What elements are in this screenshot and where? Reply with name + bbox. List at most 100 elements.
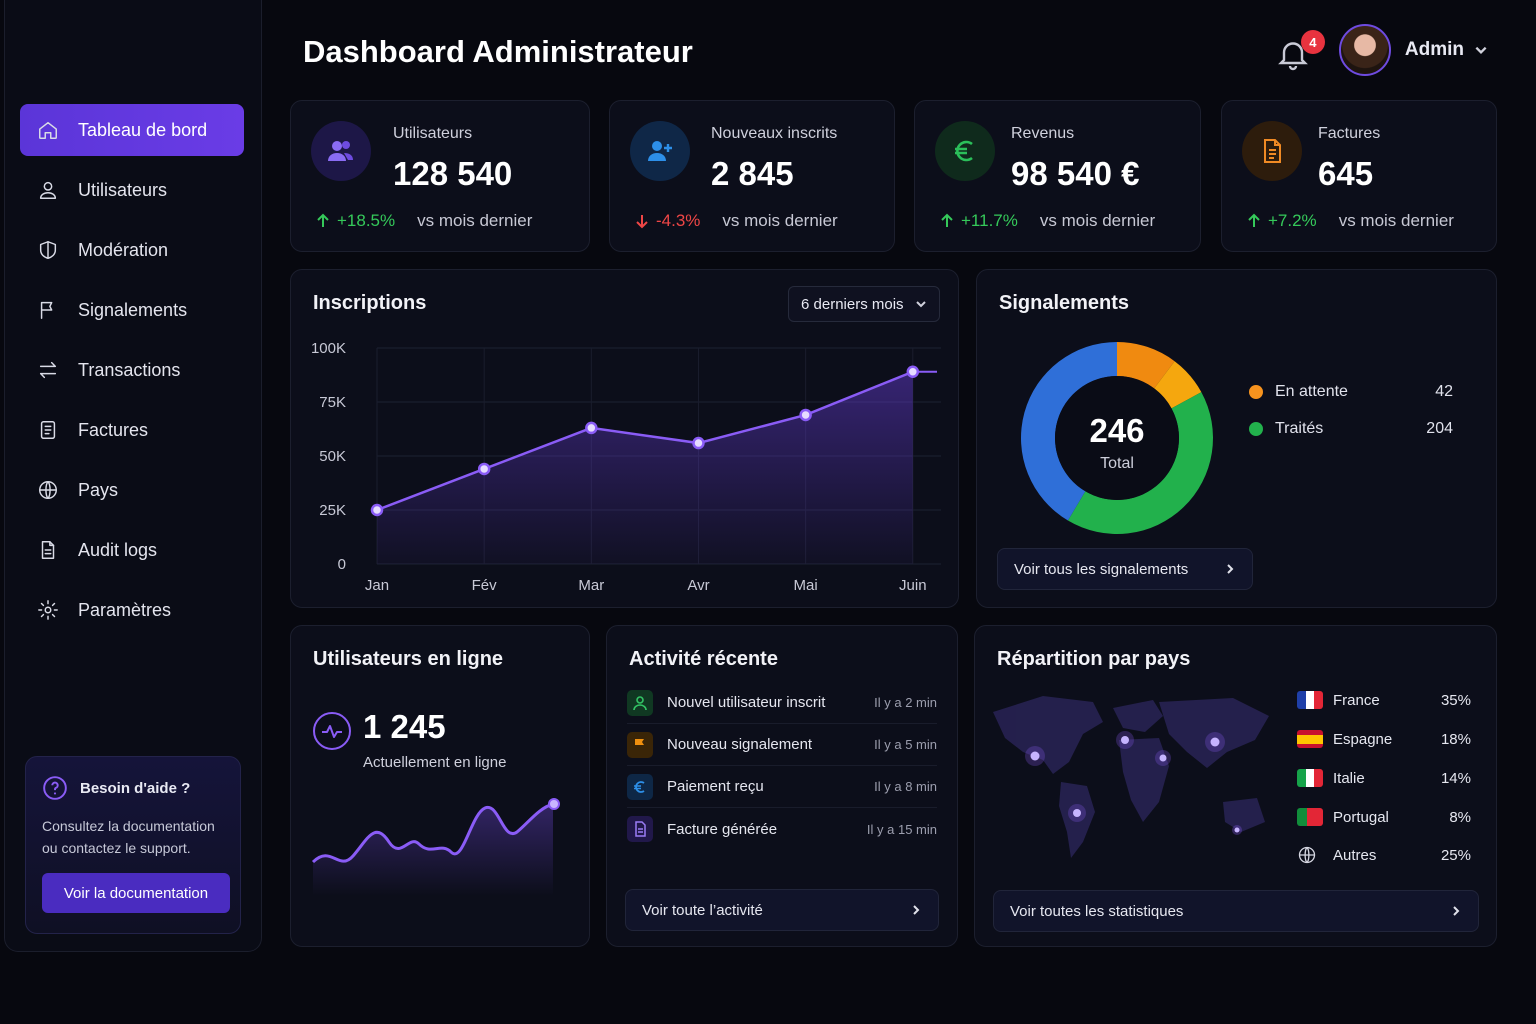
flag-portugal bbox=[1297, 808, 1323, 826]
stat-delta: +7.2% vs mois dernier bbox=[1246, 211, 1454, 231]
view-all-reports-label: Voir tous les signalements bbox=[1014, 560, 1189, 578]
view-all-activity-button[interactable]: Voir toute l’activité bbox=[625, 889, 939, 931]
flag-italy bbox=[1297, 769, 1323, 787]
activity-label: Nouveau signalement bbox=[667, 736, 813, 753]
country-pct: 8% bbox=[1449, 808, 1471, 826]
x-tick-label: Mar bbox=[578, 577, 604, 594]
sidebar-item-settings[interactable]: Paramètres bbox=[20, 584, 244, 636]
invoice-icon bbox=[1242, 121, 1302, 181]
online-users-card: Utilisateurs en ligne 1 245 Actuellement… bbox=[290, 625, 590, 947]
avatar[interactable] bbox=[1338, 24, 1391, 76]
period-select-value: 6 derniers mois bbox=[801, 295, 904, 313]
y-tick-label: 25K bbox=[319, 502, 346, 519]
sidebar-item-label: Audit logs bbox=[78, 539, 158, 560]
notifications-button[interactable]: 4 bbox=[1275, 30, 1325, 71]
page-title: Dashboard Administrateur bbox=[303, 34, 693, 69]
activity-label: Paiement reçu bbox=[667, 778, 764, 795]
view-all-reports-button[interactable]: Voir tous les signalements bbox=[997, 548, 1253, 590]
stat-delta-value: +11.7% bbox=[961, 211, 1018, 230]
legend-label: Traités bbox=[1275, 420, 1324, 437]
y-tick-label: 50K bbox=[319, 448, 346, 465]
country-name: Italie bbox=[1333, 769, 1365, 787]
stat-delta-value: +18.5% bbox=[337, 211, 396, 230]
stat-card-invoices: Factures 645 +7.2% vs mois dernier bbox=[1221, 100, 1497, 252]
view-all-stats-button[interactable]: Voir toutes les statistiques bbox=[993, 890, 1479, 932]
chevron-down-icon bbox=[916, 301, 926, 308]
online-users-title: Utilisateurs en ligne bbox=[313, 648, 504, 670]
stat-compare: vs mois dernier bbox=[1039, 211, 1156, 230]
sidebar-item-label: Modération bbox=[78, 239, 169, 260]
sidebar-item-dashboard[interactable]: Tableau de bord bbox=[20, 104, 244, 156]
country-name: France bbox=[1333, 691, 1380, 709]
activity-time: Il y a 15 min bbox=[866, 821, 937, 837]
stat-label: Nouveaux inscrits bbox=[711, 125, 838, 142]
period-select[interactable]: 6 derniers mois bbox=[788, 286, 940, 322]
signalements-donut bbox=[1021, 342, 1213, 535]
y-tick-label: 75K bbox=[319, 394, 346, 411]
chevron-right-icon bbox=[1227, 564, 1234, 574]
stat-delta: +11.7% vs mois dernier bbox=[939, 211, 1155, 231]
legend-value: 42 bbox=[1435, 383, 1453, 400]
activity-item[interactable]: Nouveau signalement Il y a 5 min bbox=[627, 724, 937, 766]
country-row: Portugal 8% bbox=[1297, 805, 1471, 829]
sidebar-item-transactions[interactable]: Transactions bbox=[20, 344, 244, 396]
sidebar-item-users[interactable]: Utilisateurs bbox=[20, 164, 244, 216]
sidebar-item-invoices[interactable]: Factures bbox=[20, 404, 244, 456]
notification-badge: 4 bbox=[1300, 30, 1325, 54]
country-pct: 25% bbox=[1440, 846, 1471, 864]
country-name: Autres bbox=[1333, 846, 1377, 864]
donut-total-label: Total bbox=[1100, 455, 1134, 472]
sidebar-item-audit-logs[interactable]: Audit logs bbox=[20, 524, 244, 576]
topbar-right: 4 Admin bbox=[1275, 24, 1488, 76]
help-title-text: Besoin d'aide ? bbox=[80, 779, 191, 797]
activity-label: Facture générée bbox=[667, 820, 778, 838]
sidebar: Tableau de bord Utilisateurs Modération … bbox=[4, 0, 262, 952]
help-text-line: ou contactez le support. bbox=[42, 840, 191, 856]
stat-compare: vs mois dernier bbox=[722, 211, 838, 230]
activity-item[interactable]: Nouvel utilisateur inscrit Il y a 2 min bbox=[627, 682, 937, 724]
donut-slice bbox=[1021, 342, 1117, 521]
country-row: Autres 25% bbox=[1297, 843, 1471, 867]
bell-icon bbox=[1277, 42, 1308, 71]
country-row: Italie 14% bbox=[1297, 766, 1471, 790]
stat-delta: -4.3% vs mois dernier bbox=[634, 211, 838, 231]
stat-delta: +18.5% vs mois dernier bbox=[315, 211, 532, 231]
help-icon bbox=[43, 776, 67, 800]
invoice-icon bbox=[627, 816, 653, 842]
online-users-subtitle: Actuellement en ligne bbox=[363, 754, 507, 771]
documentation-button[interactable]: Voir la documentation bbox=[42, 873, 230, 913]
sidebar-item-moderation[interactable]: Modération bbox=[20, 224, 244, 276]
stat-card-users: Utilisateurs 128 540 +18.5% vs mois dern… bbox=[290, 100, 590, 252]
inscriptions-card: Inscriptions 6 derniers mois 0 25K 50K 75K 1… bbox=[290, 269, 959, 608]
sidebar-item-label: Transactions bbox=[78, 359, 181, 380]
signalements-title: Signalements bbox=[999, 292, 1130, 314]
sidebar-item-countries[interactable]: Pays bbox=[20, 464, 244, 516]
y-tick-label: 100K bbox=[311, 340, 346, 357]
activity-time: Il y a 5 min bbox=[874, 737, 937, 752]
legend-pending: En attente 42 bbox=[1249, 383, 1453, 401]
document-icon bbox=[36, 538, 60, 562]
sidebar-item-reports[interactable]: Signalements bbox=[20, 284, 244, 336]
flag-spain bbox=[1297, 730, 1323, 748]
stat-delta-value: +7.2% bbox=[1268, 211, 1317, 230]
help-title: Besoin d'aide ? bbox=[42, 775, 224, 801]
x-tick-label: Juin bbox=[899, 577, 927, 594]
chevron-down-icon bbox=[1475, 46, 1487, 54]
activity-item[interactable]: Paiement reçu Il y a 8 min bbox=[627, 766, 937, 808]
data-point bbox=[799, 408, 812, 422]
stat-card-revenue: Revenus 98 540 € +11.7% vs mois dernier bbox=[914, 100, 1201, 252]
activity-item[interactable]: Facture générée Il y a 15 min bbox=[627, 808, 937, 850]
user-plus-icon bbox=[630, 121, 690, 181]
sidebar-item-label: Utilisateurs bbox=[78, 179, 168, 200]
countries-card: Répartition par pays France 35% Espagne … bbox=[974, 625, 1497, 947]
stat-value: 128 540 bbox=[393, 155, 513, 192]
stat-value: 98 540 € bbox=[1011, 155, 1140, 192]
chevron-right-icon bbox=[913, 905, 920, 915]
series-line bbox=[376, 370, 914, 512]
stat-label: Factures bbox=[1318, 125, 1381, 142]
y-tick-label: 0 bbox=[338, 556, 346, 573]
user-menu[interactable]: Admin bbox=[1405, 39, 1488, 61]
country-row: Espagne 18% bbox=[1297, 727, 1471, 751]
world-map bbox=[993, 696, 1269, 858]
help-text: Consultez la documentation ou contactez … bbox=[42, 815, 224, 859]
